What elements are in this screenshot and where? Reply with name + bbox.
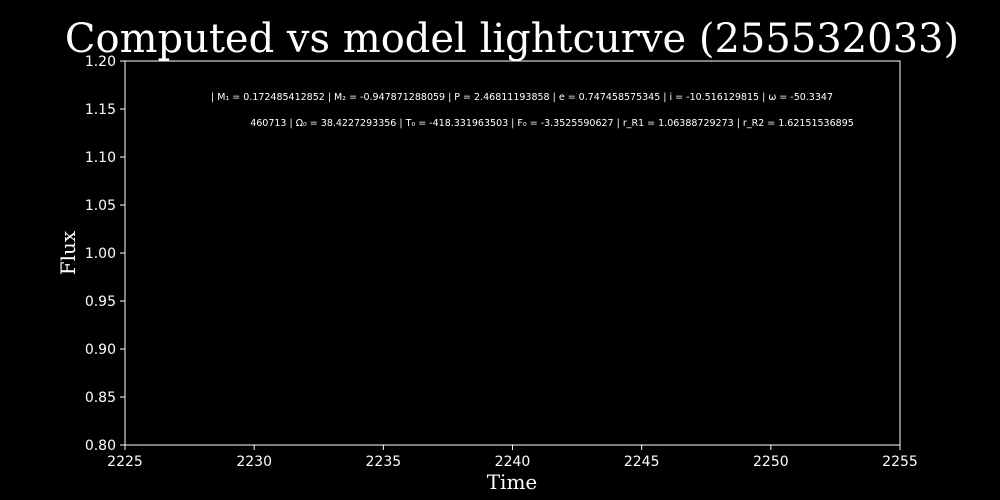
parameter-annotation-line-2: 460713 | Ω₀ = 38.4227293356 | T₀ = -418.… bbox=[250, 118, 854, 129]
x-tick-label: 2255 bbox=[882, 454, 918, 470]
parameter-annotation-line-1: | M₁ = 0.172485412852 | M₂ = -0.94787128… bbox=[211, 92, 833, 103]
plot-area-frame bbox=[124, 60, 901, 446]
x-axis-ticks: 2225 2230 2235 2240 2245 2250 2255 bbox=[107, 445, 918, 470]
y-tick-label: 1.00 bbox=[85, 246, 116, 262]
x-tick-label: 2240 bbox=[495, 454, 531, 470]
y-tick-label: 1.10 bbox=[85, 150, 116, 166]
chart-title: Computed vs model lightcurve (255532033) bbox=[65, 16, 959, 62]
y-tick-label: 1.05 bbox=[85, 198, 116, 214]
x-tick-label: 2235 bbox=[366, 454, 402, 470]
y-tick-label: 0.90 bbox=[85, 342, 116, 358]
y-axis-label: Flux bbox=[56, 230, 80, 275]
x-tick-label: 2225 bbox=[107, 454, 143, 470]
y-tick-label: 1.15 bbox=[85, 102, 116, 118]
y-axis-ticks: 0.80 0.85 0.90 0.95 1.00 1.05 1.10 1.15 1.20 bbox=[85, 54, 125, 454]
x-tick-label: 2230 bbox=[236, 454, 272, 470]
y-tick-label: 0.95 bbox=[85, 294, 116, 310]
x-tick-label: 2250 bbox=[753, 454, 789, 470]
x-axis-label: Time bbox=[487, 470, 538, 494]
x-tick-label: 2245 bbox=[624, 454, 660, 470]
y-tick-label: 0.85 bbox=[85, 390, 116, 406]
y-tick-label: 1.20 bbox=[85, 54, 116, 70]
y-tick-label: 0.80 bbox=[85, 438, 116, 454]
